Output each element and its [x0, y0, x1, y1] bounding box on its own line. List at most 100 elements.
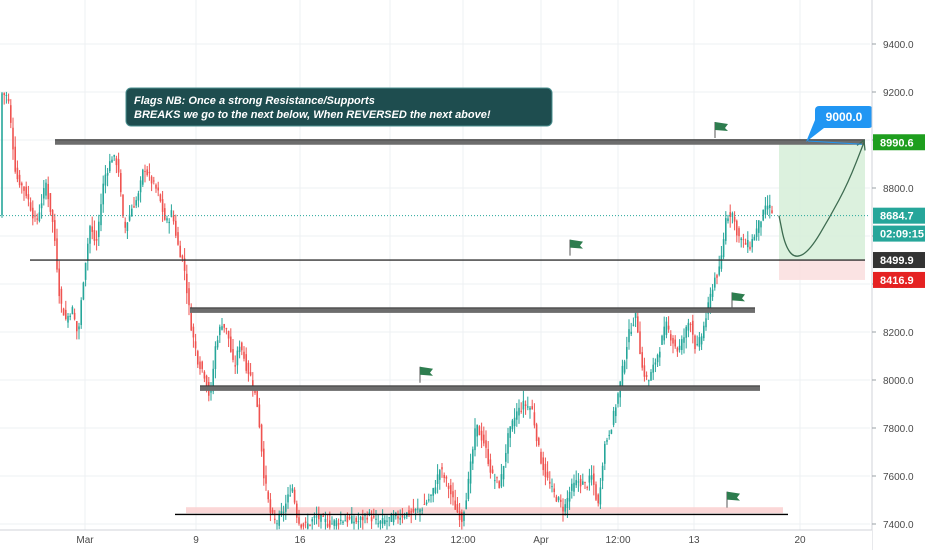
candle-body: [311, 519, 313, 522]
price-tick-label: 8800.0: [883, 184, 914, 195]
candle-body: [516, 411, 518, 420]
candle-body: [535, 424, 538, 442]
candle-body: [634, 309, 637, 319]
candle-body: [197, 351, 199, 365]
candle-body: [703, 325, 705, 339]
candle-body: [747, 239, 749, 248]
candle-body: [626, 346, 628, 359]
candle-body: [725, 218, 727, 241]
candle-body: [414, 508, 417, 511]
candle-body: [452, 491, 454, 498]
candle-body: [109, 161, 111, 172]
candle-body: [51, 210, 54, 222]
candle-body: [384, 520, 386, 524]
time-axis[interactable]: Mar 9 16 23 12:00 Apr 12:00 13 20: [0, 529, 872, 550]
candle-body: [188, 288, 190, 306]
price-tag: [873, 207, 925, 224]
candle-body: [49, 193, 52, 212]
candle-body: [137, 193, 140, 201]
candle-body: [142, 169, 144, 185]
candle-body: [359, 516, 362, 520]
resistance-band[interactable]: [190, 307, 755, 313]
candle-body: [234, 365, 236, 367]
candle-body: [91, 226, 93, 232]
projection-arrow[interactable]: [778, 139, 866, 257]
candle-body: [716, 275, 718, 278]
candle-body: [54, 220, 56, 241]
candle-body: [199, 361, 201, 370]
candle-body: [146, 169, 148, 175]
candle-body: [203, 371, 206, 379]
candle-body: [417, 508, 419, 510]
candle-body: [245, 354, 247, 371]
flag-icon: [732, 292, 745, 302]
candle-body: [652, 364, 654, 373]
candle-body: [43, 188, 45, 199]
candle-body: [738, 228, 740, 237]
candle-body: [478, 426, 481, 436]
candle-body: [494, 480, 496, 482]
candle-body: [282, 511, 285, 513]
price-tick-label: 9400.0: [883, 40, 914, 51]
candle-body: [69, 315, 71, 318]
candle-body: [238, 346, 241, 352]
price-tag: [873, 271, 925, 288]
candle-body: [106, 172, 109, 176]
flag-markers: [419, 122, 745, 508]
candle-body: [674, 339, 676, 347]
candle-body: [373, 516, 375, 518]
candle-body: [36, 218, 38, 220]
candle-body: [571, 483, 573, 491]
candle-body: [60, 288, 63, 304]
support-resistance-lines[interactable]: [30, 139, 865, 516]
candle-body: [45, 182, 47, 196]
candle-body: [456, 504, 459, 513]
price-tick-label: 7600.0: [883, 472, 914, 483]
candle-body: [568, 491, 571, 502]
annotation-line-2: BREAKS we go to the next below, When REV…: [134, 109, 491, 121]
candle-body: [731, 213, 734, 217]
candle-body: [520, 410, 522, 412]
candle-body: [73, 312, 76, 320]
candle-body: [247, 362, 250, 374]
candle-body: [65, 309, 67, 320]
candle-body: [555, 496, 558, 502]
candle-body: [617, 393, 619, 404]
candle-body: [27, 194, 30, 200]
projection-curve[interactable]: [778, 142, 865, 257]
annotation-note[interactable]: Flags NB: Once a strong Resistance/Suppo…: [125, 87, 553, 127]
candle-body: [346, 516, 349, 523]
candle-body: [260, 424, 263, 452]
candle-body: [681, 339, 683, 351]
price-tag-label: 8684.7: [880, 211, 914, 223]
candle-body: [443, 474, 445, 479]
resistance-band[interactable]: [55, 139, 865, 145]
candle-body: [608, 434, 610, 436]
candle-body: [661, 335, 663, 345]
candle-body: [659, 351, 661, 358]
candle-body: [120, 173, 122, 193]
candle-body: [84, 262, 87, 280]
flag-icon: [570, 239, 583, 249]
candle-body: [432, 488, 434, 496]
price-tag-label: 8499.9: [880, 255, 914, 267]
candle-body: [434, 487, 437, 493]
candle-body: [665, 321, 668, 335]
candle-body: [320, 514, 322, 522]
candle-body: [205, 375, 208, 388]
candle-body: [386, 520, 388, 522]
candle-body: [502, 465, 505, 480]
candle-body: [733, 216, 736, 222]
candle-body: [533, 412, 536, 426]
target-callout[interactable]: 9000.0: [806, 106, 873, 142]
candle-body: [307, 523, 309, 529]
candle-body: [377, 523, 379, 525]
candle-body: [219, 326, 221, 336]
candle-body: [291, 488, 294, 492]
candle-body: [670, 334, 672, 341]
candle-body: [3, 93, 5, 96]
resistance-band[interactable]: [200, 385, 760, 391]
candle-body: [408, 510, 410, 516]
position-zone: [186, 142, 865, 514]
